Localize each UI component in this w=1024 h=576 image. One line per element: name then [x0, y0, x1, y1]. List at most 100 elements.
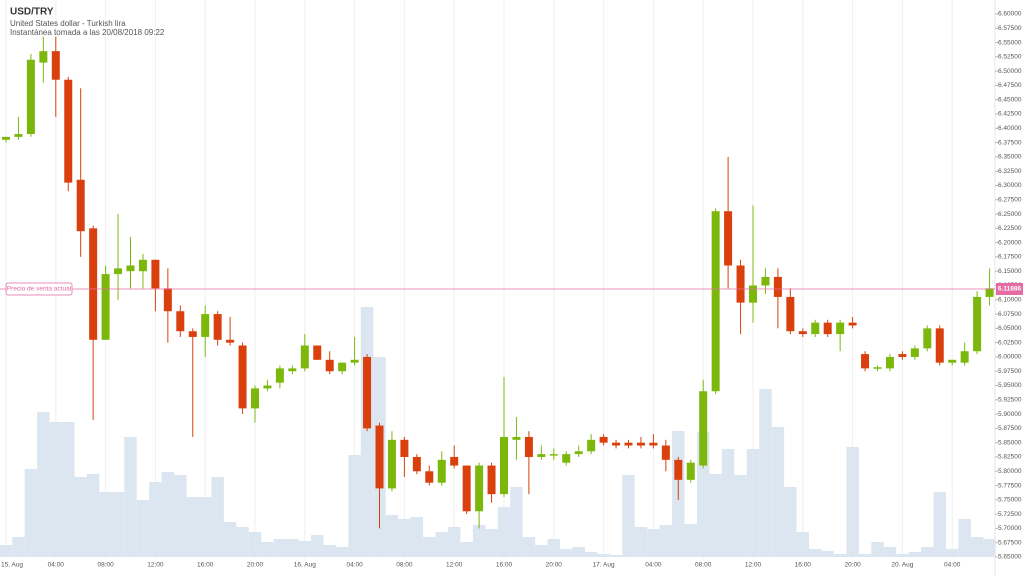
y-tick-label: 6.32500	[998, 168, 1022, 175]
y-tick-label: 5.85000	[998, 439, 1022, 446]
y-tick-label: 5.67500	[998, 539, 1022, 546]
y-tick-label: 6.45000	[998, 96, 1022, 103]
y-tick-label: 5.80000	[998, 468, 1022, 475]
y-tick-label: 5.82500	[998, 454, 1022, 461]
volume-bar	[198, 497, 212, 557]
y-tick-label: 5.95000	[998, 382, 1022, 389]
volume-bar	[472, 525, 486, 557]
volume-bar	[659, 525, 673, 557]
x-tick-label: 20:00	[546, 562, 563, 569]
volume-bar	[385, 515, 399, 557]
y-tick-label: 6.35000	[998, 154, 1022, 161]
y-tick-label: 6.15000	[998, 268, 1022, 275]
candle-body	[761, 276, 770, 286]
candle-body	[836, 322, 845, 335]
y-tick-label: 5.75000	[998, 497, 1022, 504]
candle-body	[64, 79, 73, 183]
y-tick-label: 6.20000	[998, 239, 1022, 246]
volume-bar	[584, 552, 598, 557]
candle-body	[537, 454, 546, 457]
volume-bar	[311, 535, 324, 557]
y-tick-label: 6.02500	[998, 339, 1022, 346]
candle-body	[375, 425, 384, 489]
candle-body	[412, 456, 421, 472]
volume-bar	[12, 537, 25, 557]
x-tick-label: 08:00	[695, 562, 712, 569]
volume-bar	[846, 447, 859, 557]
candle-body	[151, 259, 160, 289]
current-price-tag: Precio de venta actual	[7, 286, 72, 293]
volume-bar	[62, 422, 75, 557]
x-tick-label: 20:00	[247, 562, 264, 569]
candle-body	[786, 296, 795, 332]
volume-bar	[273, 539, 287, 557]
volume-bar	[634, 527, 648, 557]
candle-body	[176, 311, 185, 332]
candle-body	[475, 465, 484, 512]
candle-body	[699, 391, 708, 466]
volume-bar	[149, 482, 162, 557]
candle-body	[89, 228, 98, 340]
x-tick-label: 16:00	[197, 562, 214, 569]
candle-body	[288, 368, 297, 372]
volume-bar	[647, 529, 660, 557]
candle-body	[101, 274, 110, 340]
candle-body	[960, 351, 969, 363]
y-tick-label: 6.37500	[998, 139, 1022, 146]
x-tick-label: 12:00	[147, 562, 164, 569]
candle-body	[450, 456, 459, 466]
candle-body	[885, 356, 894, 369]
volume-bar	[74, 477, 87, 557]
candle-body	[26, 59, 35, 135]
volume-bar	[298, 541, 312, 557]
volume-bar	[497, 507, 511, 557]
volume-bar	[447, 527, 461, 557]
volume-bar	[111, 492, 125, 557]
x-tick-label: 04:00	[944, 562, 961, 569]
y-tick-label: 6.17500	[998, 254, 1022, 261]
volume-bar	[211, 477, 224, 557]
volume-bar	[945, 549, 959, 557]
volume-bar	[560, 549, 573, 557]
volume-bar	[522, 537, 536, 557]
candle-body	[238, 345, 247, 409]
snapshot-text: Instantánea tomada a las 20/08/2018 09:2…	[10, 28, 165, 37]
x-tick-label: 04:00	[645, 562, 662, 569]
volume-bar	[684, 524, 697, 557]
volume-bar	[970, 537, 984, 557]
volume-bar	[323, 545, 336, 557]
candle-body	[873, 367, 882, 369]
x-tick-label: 17. Aug	[593, 562, 615, 569]
candle-body	[251, 388, 259, 409]
y-tick-label: 5.97500	[998, 368, 1022, 375]
volume-bar	[983, 539, 996, 557]
x-tick-label: 20. Aug	[891, 562, 913, 569]
volume-bar	[460, 542, 473, 557]
candle-body	[487, 465, 496, 495]
y-tick-label: 6.27500	[998, 196, 1022, 203]
x-tick-label: 04:00	[346, 562, 363, 569]
y-tick-label: 5.90000	[998, 411, 1022, 418]
y-tick-label: 5.77500	[998, 482, 1022, 489]
candle-body	[910, 348, 919, 357]
volume-bar	[858, 554, 872, 557]
candle-body	[798, 331, 807, 335]
candle-body	[649, 442, 658, 446]
volume-bar	[236, 527, 249, 557]
volume-bar	[572, 547, 585, 557]
volume-bar	[49, 422, 63, 557]
candle-body	[126, 265, 135, 272]
y-tick-label: 6.05000	[998, 325, 1022, 332]
candle-body	[923, 328, 932, 349]
volume-bar	[821, 551, 834, 557]
candle-body	[524, 436, 533, 457]
candle-body	[350, 359, 359, 363]
chart-title: USD/TRY	[10, 7, 54, 18]
candle-body	[425, 471, 434, 483]
candle-body	[661, 445, 670, 460]
candle-body	[363, 356, 372, 429]
candle-body	[437, 459, 446, 483]
y-tick-label: 6.52500	[998, 54, 1022, 61]
y-tick-label: 5.70000	[998, 525, 1022, 532]
